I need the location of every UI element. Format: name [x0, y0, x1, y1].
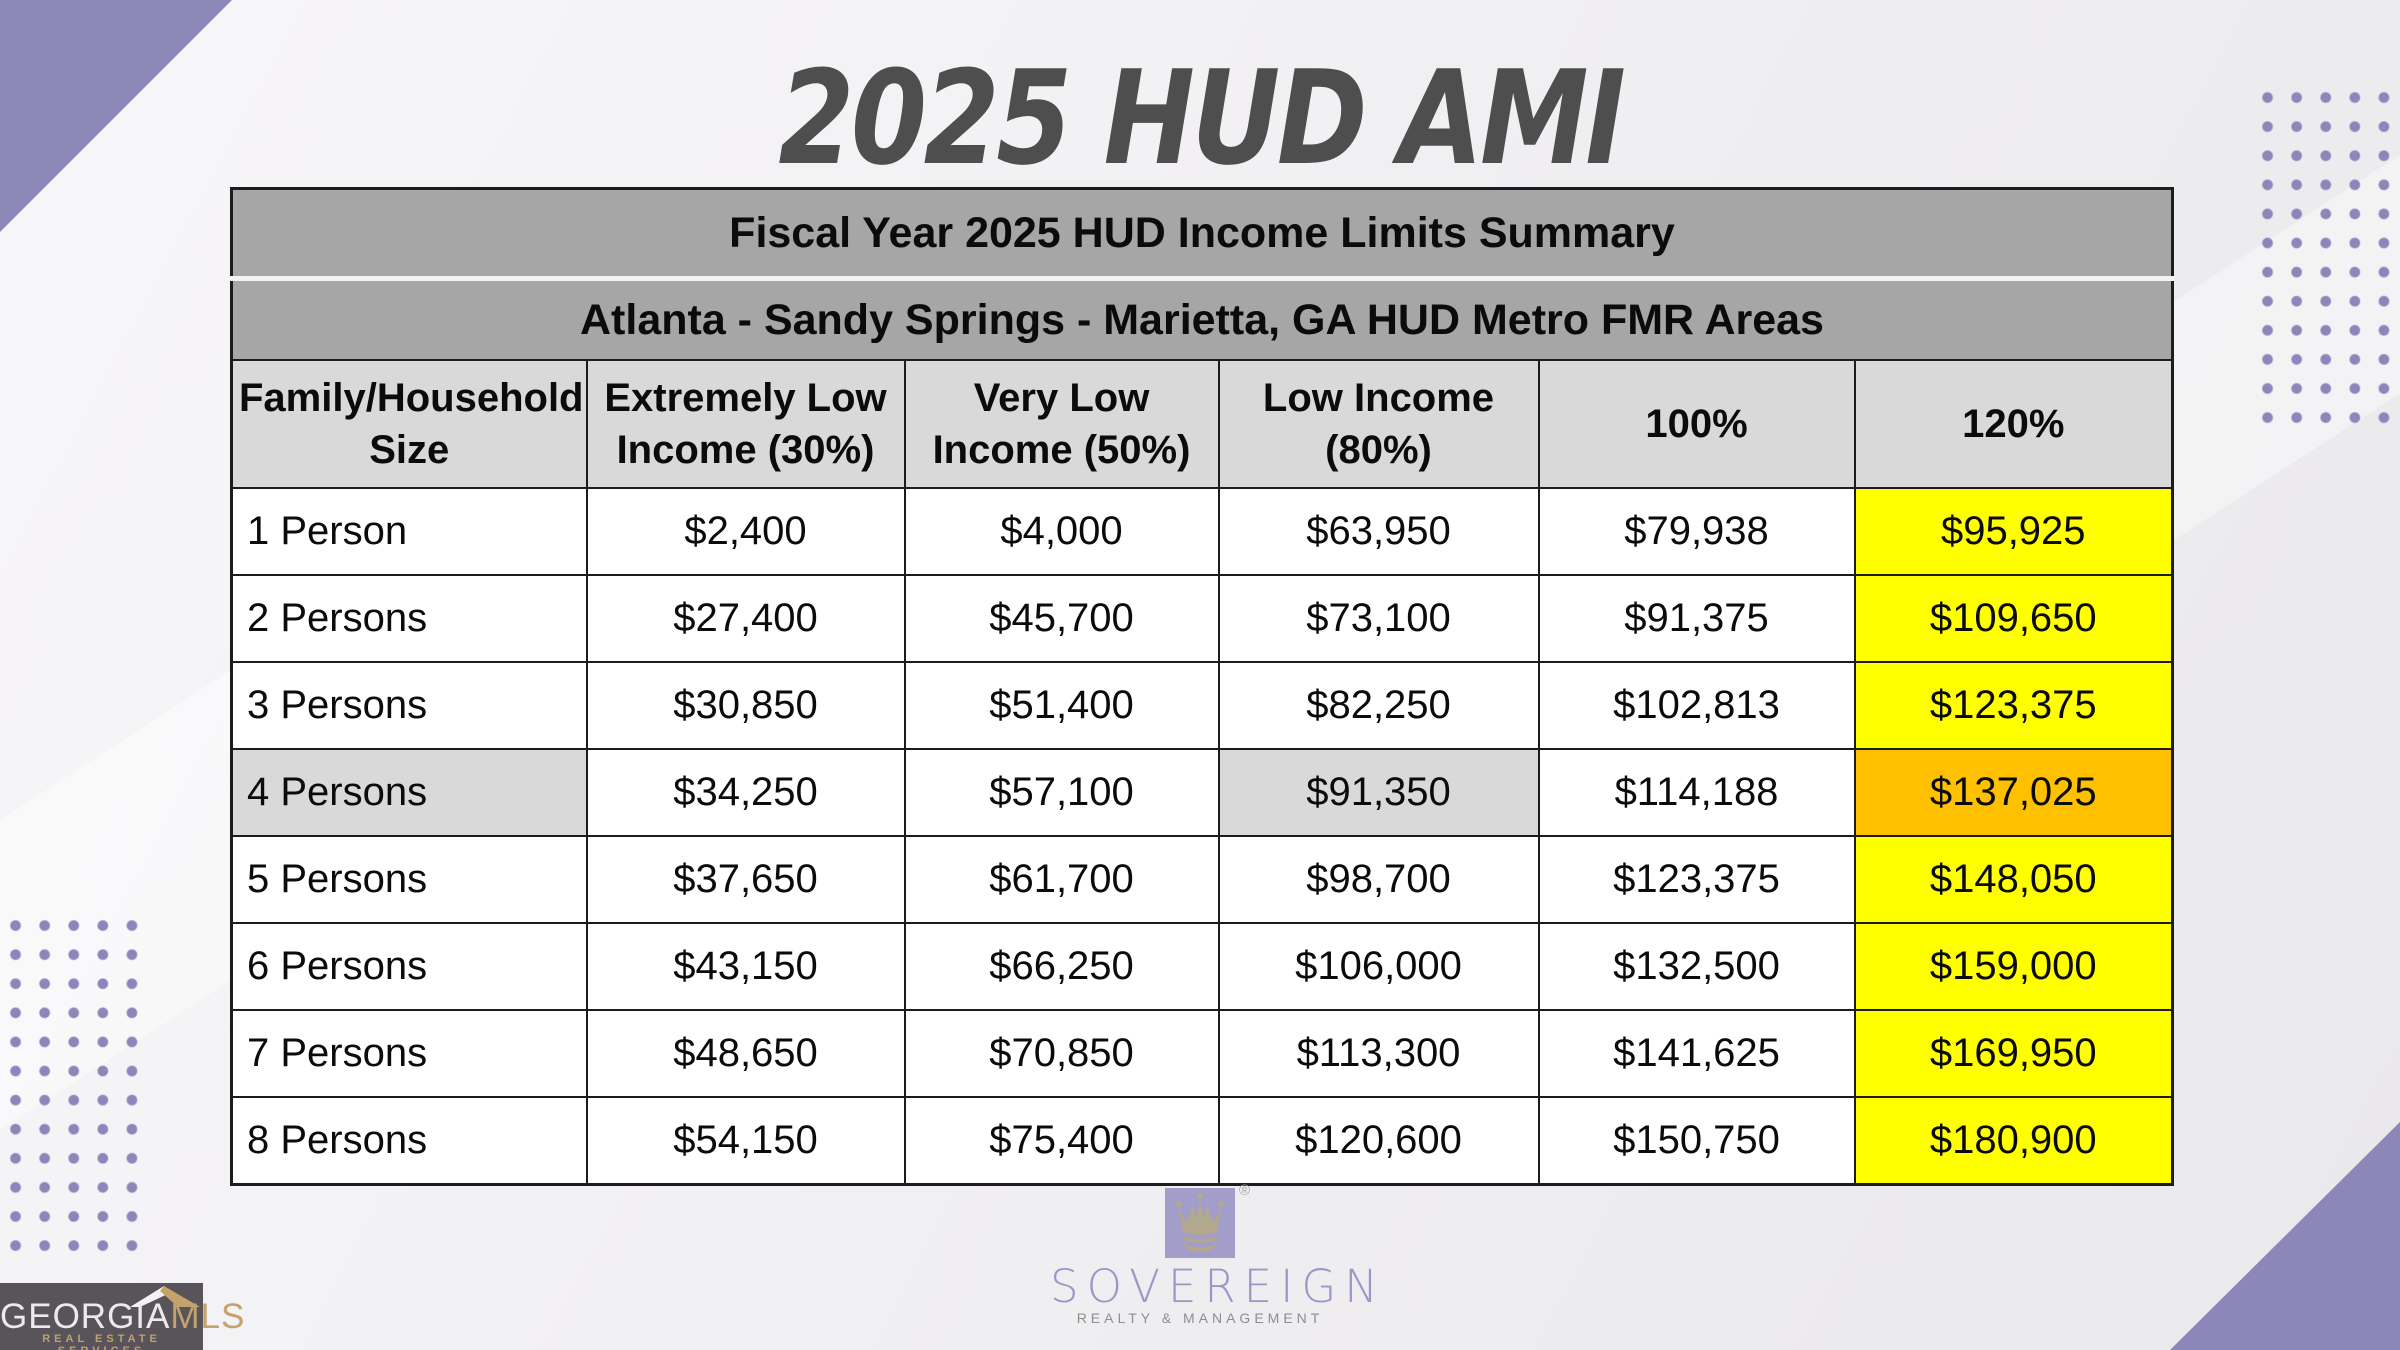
table-row: 6 Persons $43,150 $66,250 $106,000 $132,…: [230, 922, 2174, 1011]
column-header-very-low: Very Low Income (50%): [903, 359, 1220, 489]
crown-icon: [1176, 1193, 1224, 1252]
table-row: 3 Persons $30,850 $51,400 $82,250 $102,8…: [230, 661, 2174, 750]
table-cell: $75,400: [903, 1096, 1220, 1186]
table-row: 2 Persons $27,400 $45,700 $73,100 $91,37…: [230, 574, 2174, 663]
table-row-highlighted: 4 Persons $34,250 $57,100 $91,350 $114,1…: [230, 748, 2174, 837]
table-cell: $30,850: [585, 661, 906, 750]
table-cell: $61,700: [903, 835, 1220, 924]
table-cell-120pct: $95,925: [1853, 487, 2174, 576]
table-cell: $51,400: [903, 661, 1220, 750]
table-header-row: Family/Household Size Extremely Low Inco…: [230, 359, 2174, 489]
georgiamls-accent: MLS: [170, 1297, 246, 1336]
georgiamls-wordmark: GEORGIAMLS: [0, 1297, 246, 1336]
table-cell-120pct-highlighted: $137,025: [1853, 748, 2174, 837]
georgiamls-tagline: REAL ESTATE SERVICES: [42, 1333, 161, 1350]
table-cell: $98,700: [1217, 835, 1540, 924]
dot-grid-top-right: [2253, 83, 2400, 433]
table-cell-120pct: $169,950: [1853, 1009, 2174, 1098]
table-cell-highlighted: $91,350: [1217, 748, 1540, 837]
table-row: 1 Person $2,400 $4,000 $63,950 $79,938 $…: [230, 487, 2174, 576]
table-cell: $82,250: [1217, 661, 1540, 750]
table-cell-120pct: $123,375: [1853, 661, 2174, 750]
table-cell: $132,500: [1537, 922, 1856, 1011]
table-cell: $114,188: [1537, 748, 1856, 837]
sovereign-tagline: REALTY & MANAGEMENT: [1076, 1310, 1324, 1326]
table-cell: $37,650: [585, 835, 906, 924]
roof-icon: [130, 1286, 200, 1307]
table-title: Fiscal Year 2025 HUD Income Limits Summa…: [230, 187, 2174, 281]
table-region: Atlanta - Sandy Springs - Marietta, GA H…: [230, 277, 2174, 361]
column-header-120pct: 120%: [1853, 359, 2174, 489]
table-cell: $106,000: [1217, 922, 1540, 1011]
table-cell: $102,813: [1537, 661, 1856, 750]
georgiamls-logo: GEORGIAMLS REAL ESTATE SERVICES: [0, 1283, 246, 1350]
table-cell: $27,400: [585, 574, 906, 663]
table-cell-household-size: 4 Persons: [230, 748, 588, 837]
sovereign-logo-square: [1165, 1188, 1235, 1258]
table-cell-household-size: 8 Persons: [230, 1096, 588, 1186]
sovereign-wordmark: SOVEREIGN: [1050, 1260, 1386, 1313]
table-cell: $63,950: [1217, 487, 1540, 576]
table-cell: $91,375: [1537, 574, 1856, 663]
sovereign-logo: ® SOVEREIGN REALTY & MANAGEMENT: [1050, 1180, 1386, 1350]
table-cell: $141,625: [1537, 1009, 1856, 1098]
table-row: 8 Persons $54,150 $75,400 $120,600 $150,…: [230, 1096, 2174, 1186]
dot-grid-bottom-left: [1, 911, 148, 1261]
table-cell: $73,100: [1217, 574, 1540, 663]
table-cell: $123,375: [1537, 835, 1856, 924]
corner-triangle-bottom-right: [2170, 1122, 2400, 1350]
hud-income-limits-table: Fiscal Year 2025 HUD Income Limits Summa…: [230, 187, 2174, 1186]
table-cell-household-size: 1 Person: [230, 487, 588, 576]
table-cell: $2,400: [585, 487, 906, 576]
table-region-row: Atlanta - Sandy Springs - Marietta, GA H…: [230, 277, 2174, 361]
column-header-household-size: Family/Household Size: [230, 359, 588, 489]
table-title-row: Fiscal Year 2025 HUD Income Limits Summa…: [230, 187, 2174, 281]
table-cell-household-size: 2 Persons: [230, 574, 588, 663]
table-cell: $4,000: [903, 487, 1220, 576]
table-cell: $113,300: [1217, 1009, 1540, 1098]
column-header-low: Low Income (80%): [1217, 359, 1540, 489]
table-cell: $34,250: [585, 748, 906, 837]
table-cell: $54,150: [585, 1096, 906, 1186]
table-cell: $66,250: [903, 922, 1220, 1011]
table-cell-household-size: 5 Persons: [230, 835, 588, 924]
corner-triangle-top-left: [0, 0, 232, 232]
table-cell: $45,700: [903, 574, 1220, 663]
table-cell-household-size: 7 Persons: [230, 1009, 588, 1098]
table-cell-120pct: $148,050: [1853, 835, 2174, 924]
table-cell: $79,938: [1537, 487, 1856, 576]
table-cell: $43,150: [585, 922, 906, 1011]
table-row: 7 Persons $48,650 $70,850 $113,300 $141,…: [230, 1009, 2174, 1098]
column-header-extremely-low: Extremely Low Income (30%): [585, 359, 906, 489]
table-cell: $57,100: [903, 748, 1220, 837]
table-cell: $48,650: [585, 1009, 906, 1098]
table-cell-household-size: 6 Persons: [230, 922, 588, 1011]
column-header-100pct: 100%: [1537, 359, 1856, 489]
table-cell: $150,750: [1537, 1096, 1856, 1186]
table-cell-120pct: $180,900: [1853, 1096, 2174, 1186]
table-cell: $120,600: [1217, 1096, 1540, 1186]
table-row: 5 Persons $37,650 $61,700 $98,700 $123,3…: [230, 835, 2174, 924]
registered-trademark-icon: ®: [1239, 1182, 1251, 1199]
page-title: 2025 HUD AMI: [777, 42, 1626, 194]
table-cell-household-size: 3 Persons: [230, 661, 588, 750]
table-cell-120pct: $109,650: [1853, 574, 2174, 663]
table-cell-120pct: $159,000: [1853, 922, 2174, 1011]
table-cell: $70,850: [903, 1009, 1220, 1098]
